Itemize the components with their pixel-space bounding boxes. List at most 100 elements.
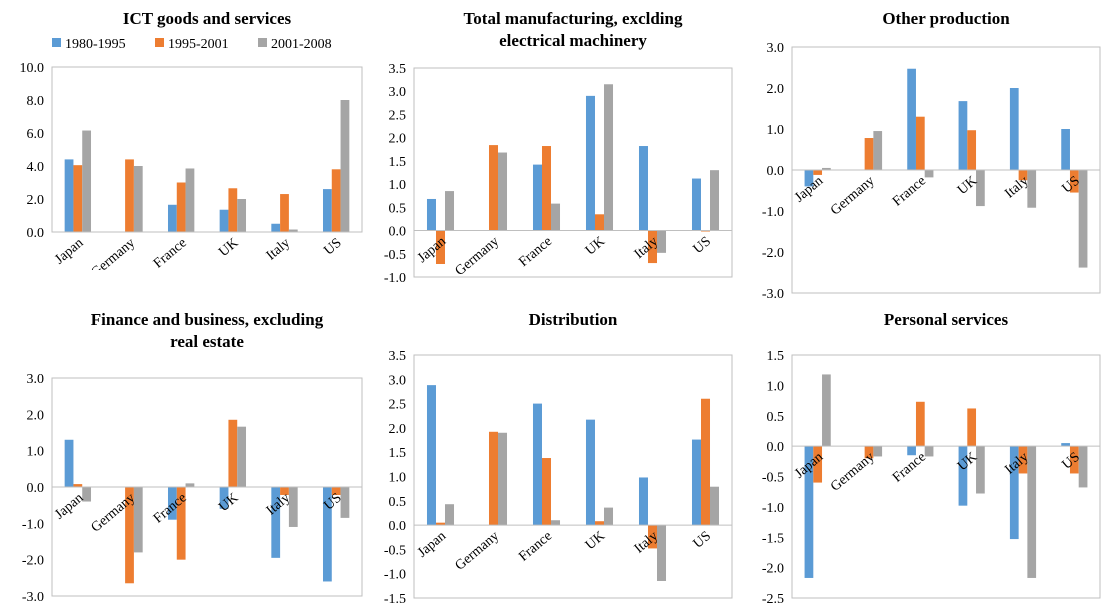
category-label: Germany [453, 529, 503, 574]
plot-area [791, 354, 1101, 599]
bar-germany-1995-2001 [864, 138, 874, 170]
legend: 1980-1995 1995-2001 2001-2008 [52, 37, 332, 52]
chart-title: Other production [882, 9, 1010, 28]
bar-us-2001-2008 [340, 487, 350, 518]
bar-germany-2001-2008 [873, 446, 883, 457]
category-label: Germany [89, 236, 139, 270]
bar-italy-1980-1995 [1009, 88, 1019, 170]
category-label: US [691, 234, 714, 257]
bar-germany-2001-2008 [133, 166, 143, 232]
y-tick-label: -1.0 [762, 205, 784, 220]
bar-france-1995-2001 [176, 487, 186, 560]
bar-italy-1980-1995 [1009, 446, 1019, 540]
bar-uk-1980-1995 [219, 487, 229, 509]
bar-us-1980-1995 [322, 487, 332, 582]
category-label: Germany [453, 234, 503, 279]
bar-france-1980-1995 [167, 204, 177, 232]
y-tick-label: 3.0 [389, 373, 407, 388]
chart-svg: Finance and business, excluding real esta… [22, 310, 363, 605]
bar-italy-2001-2008 [288, 487, 298, 527]
category-label: Japan [415, 529, 449, 561]
y-tick-label: 0.0 [767, 440, 785, 455]
y-tick-label: 3.0 [767, 41, 785, 56]
y-tick-label: 2.5 [389, 398, 407, 413]
chart-panel-finance: Finance and business, excluding real esta… [0, 308, 370, 606]
bar-germany-1995-2001 [488, 431, 499, 526]
chart-title: ICT goods and services [123, 9, 292, 28]
bar-japan-1980-1995 [64, 439, 74, 487]
bar-japan-2001-2008 [822, 167, 831, 170]
bar-us-1995-2001 [331, 487, 341, 495]
y-tick-label: 0.0 [389, 519, 407, 534]
y-tick-label: 1.5 [389, 155, 407, 170]
bar-france-2001-2008 [185, 483, 195, 487]
bar-france-1980-1995 [532, 403, 542, 526]
y-tick-label: 1.5 [767, 349, 785, 364]
chart-svg: Other production -3.0 -2.0 -1.0 0.0 1.0 2.0 3.0… [762, 9, 1101, 302]
category-label: France [516, 234, 555, 270]
bar-us-2001-2008 [710, 170, 720, 231]
y-tick-label: 0.0 [27, 226, 45, 241]
y-tick-label: -3.0 [762, 287, 784, 300]
bar-germany-2001-2008 [873, 131, 883, 170]
chart-title: Total manufacturing, exclding [464, 9, 683, 28]
y-tick-label: -2.5 [762, 592, 784, 606]
y-tick-label: -1.5 [384, 592, 406, 606]
bar-italy-1995-2001 [1018, 170, 1028, 181]
chart-panel-manufacturing: Total manufacturing, exclding electrical … [370, 0, 740, 286]
y-tick-label: 10.0 [20, 61, 45, 76]
bar-us-1995-2001 [700, 398, 711, 526]
category-label: US [691, 529, 714, 552]
bar-uk-1995-2001 [228, 419, 238, 487]
bar-us-1980-1995 [691, 439, 701, 526]
y-tick-label: 1.0 [767, 123, 785, 138]
y-tick-label: 3.5 [389, 62, 407, 77]
bar-japan-1995-2001 [435, 522, 446, 526]
y-tick-label: -0.5 [384, 543, 406, 558]
bar-germany-1995-2001 [488, 145, 499, 231]
bar-france-1980-1995 [167, 487, 177, 520]
category-label: UK [216, 236, 241, 260]
y-tick-label: 1.0 [767, 379, 785, 394]
bar-japan-1995-2001 [813, 170, 823, 175]
y-tick-label: 8.0 [27, 94, 45, 109]
bar-italy-1980-1995 [271, 487, 281, 558]
y-tick-label: 0.5 [767, 410, 785, 425]
bar-italy-1995-2001 [280, 194, 289, 232]
y-tick-label: -2.0 [762, 562, 784, 577]
plot-area [413, 354, 733, 599]
bar-us-2001-2008 [1078, 446, 1088, 488]
category-label: Italy [264, 236, 293, 264]
y-tick-label: 2.0 [389, 132, 407, 147]
chart-svg: ICT goods and services 0.0 2.0 4.0 6.0 8.0 10.… [20, 9, 363, 281]
plot-area [51, 66, 363, 233]
bar-uk-1995-2001 [967, 408, 977, 447]
bar-us-2001-2008 [1078, 170, 1088, 268]
bar-japan-1980-1995 [426, 385, 436, 526]
y-tick-label: 2.0 [389, 422, 407, 437]
bar-germany-1995-2001 [864, 446, 874, 459]
y-tick-label: 3.0 [27, 372, 45, 387]
bar-france-1995-2001 [915, 401, 925, 447]
bar-us-1995-2001 [1069, 170, 1079, 193]
bar-japan-2001-2008 [445, 504, 455, 526]
y-tick-label: 0.5 [389, 201, 407, 216]
bar-uk-1995-2001 [594, 521, 605, 526]
bar-japan-1995-2001 [73, 165, 83, 232]
y-tick-label: 0.0 [389, 225, 407, 240]
y-tick-label: 1.0 [389, 471, 407, 486]
y-tick-label: -1.0 [22, 517, 44, 532]
category-label: France [516, 529, 555, 565]
bar-us-1980-1995 [322, 189, 332, 232]
legend-label: 1980-1995 [65, 37, 126, 52]
y-tick-label: 2.0 [27, 408, 45, 423]
y-tick-label: -2.0 [22, 554, 44, 569]
bar-italy-2001-2008 [657, 230, 667, 253]
bar-italy-1995-2001 [1018, 446, 1028, 474]
bar-germany-2001-2008 [498, 432, 508, 526]
legend-label: 2001-2008 [271, 37, 332, 52]
bar-uk-2001-2008 [237, 426, 247, 487]
bar-italy-2001-2008 [288, 229, 298, 232]
y-tick-label: -1.5 [762, 531, 784, 546]
